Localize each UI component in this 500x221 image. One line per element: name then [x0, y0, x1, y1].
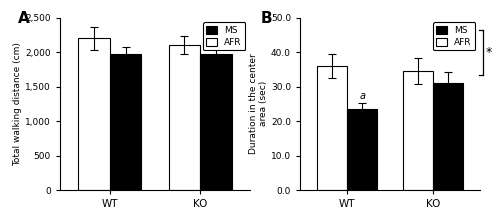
Text: B: B	[260, 11, 272, 26]
Bar	[200, 53, 232, 190]
Bar	[110, 54, 142, 190]
Y-axis label: Total walking distance (cm): Total walking distance (cm)	[14, 42, 22, 166]
Bar	[78, 38, 110, 190]
Bar	[433, 83, 463, 190]
Bar	[347, 109, 377, 190]
Legend: MS, AFR: MS, AFR	[432, 22, 476, 50]
Y-axis label: Duration in the center
area (sec): Duration in the center area (sec)	[248, 53, 268, 154]
Text: a: a	[359, 91, 365, 101]
Legend: MS, AFR: MS, AFR	[202, 22, 246, 50]
Text: A: A	[18, 11, 30, 26]
Text: *: *	[486, 46, 492, 59]
Bar	[403, 71, 433, 190]
Bar	[317, 66, 347, 190]
Bar	[168, 45, 200, 190]
